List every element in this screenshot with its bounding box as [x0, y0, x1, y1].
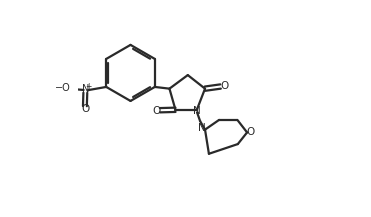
- Text: +: +: [85, 82, 92, 91]
- Text: −O: −O: [55, 83, 71, 93]
- Text: O: O: [247, 127, 255, 137]
- Text: N: N: [193, 106, 201, 116]
- Text: N: N: [82, 84, 89, 94]
- Text: N: N: [198, 123, 206, 133]
- Text: O: O: [81, 104, 89, 114]
- Text: O: O: [220, 81, 228, 91]
- Text: O: O: [152, 106, 160, 116]
